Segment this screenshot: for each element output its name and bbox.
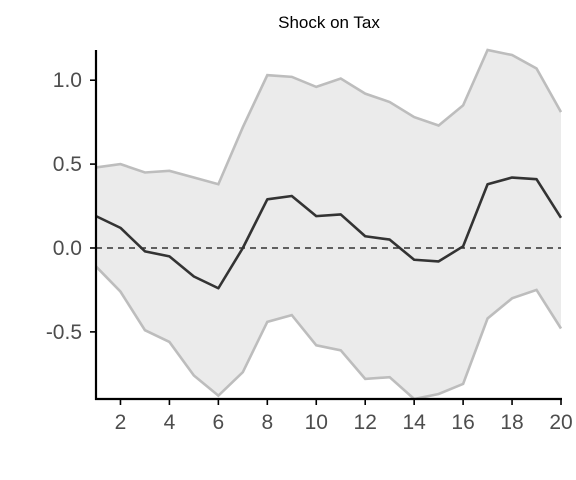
x-axis-ticks: 2 4 6 8 10 12 14 16 18 20 xyxy=(115,399,573,434)
plot-area xyxy=(96,48,562,399)
impulse-response-line xyxy=(96,176,562,290)
y-axis-ticks: -0.5 0.0 0.5 1.0 xyxy=(46,69,96,344)
x-tick-label: 10 xyxy=(305,411,328,434)
x-tick-label: 8 xyxy=(261,411,273,434)
y-tick-label: 1.0 xyxy=(53,69,82,92)
x-tick-label: 20 xyxy=(549,411,572,434)
x-tick-label: 18 xyxy=(500,411,523,434)
x-tick-label: 4 xyxy=(164,411,176,434)
x-tick-label: 6 xyxy=(213,411,225,434)
upper-bound-line xyxy=(96,48,562,186)
x-tick-label: 16 xyxy=(451,411,474,434)
x-tick-label: 12 xyxy=(354,411,377,434)
y-tick-label: 0.5 xyxy=(53,153,82,176)
lower-bound-line xyxy=(96,265,562,399)
y-tick-label: 0.0 xyxy=(53,237,82,260)
confidence-band xyxy=(96,50,561,399)
x-tick-label: 2 xyxy=(115,411,127,434)
x-tick-label: 14 xyxy=(402,411,426,434)
chart-title: Shock on Tax xyxy=(278,13,380,32)
y-tick-label: -0.5 xyxy=(46,321,82,344)
